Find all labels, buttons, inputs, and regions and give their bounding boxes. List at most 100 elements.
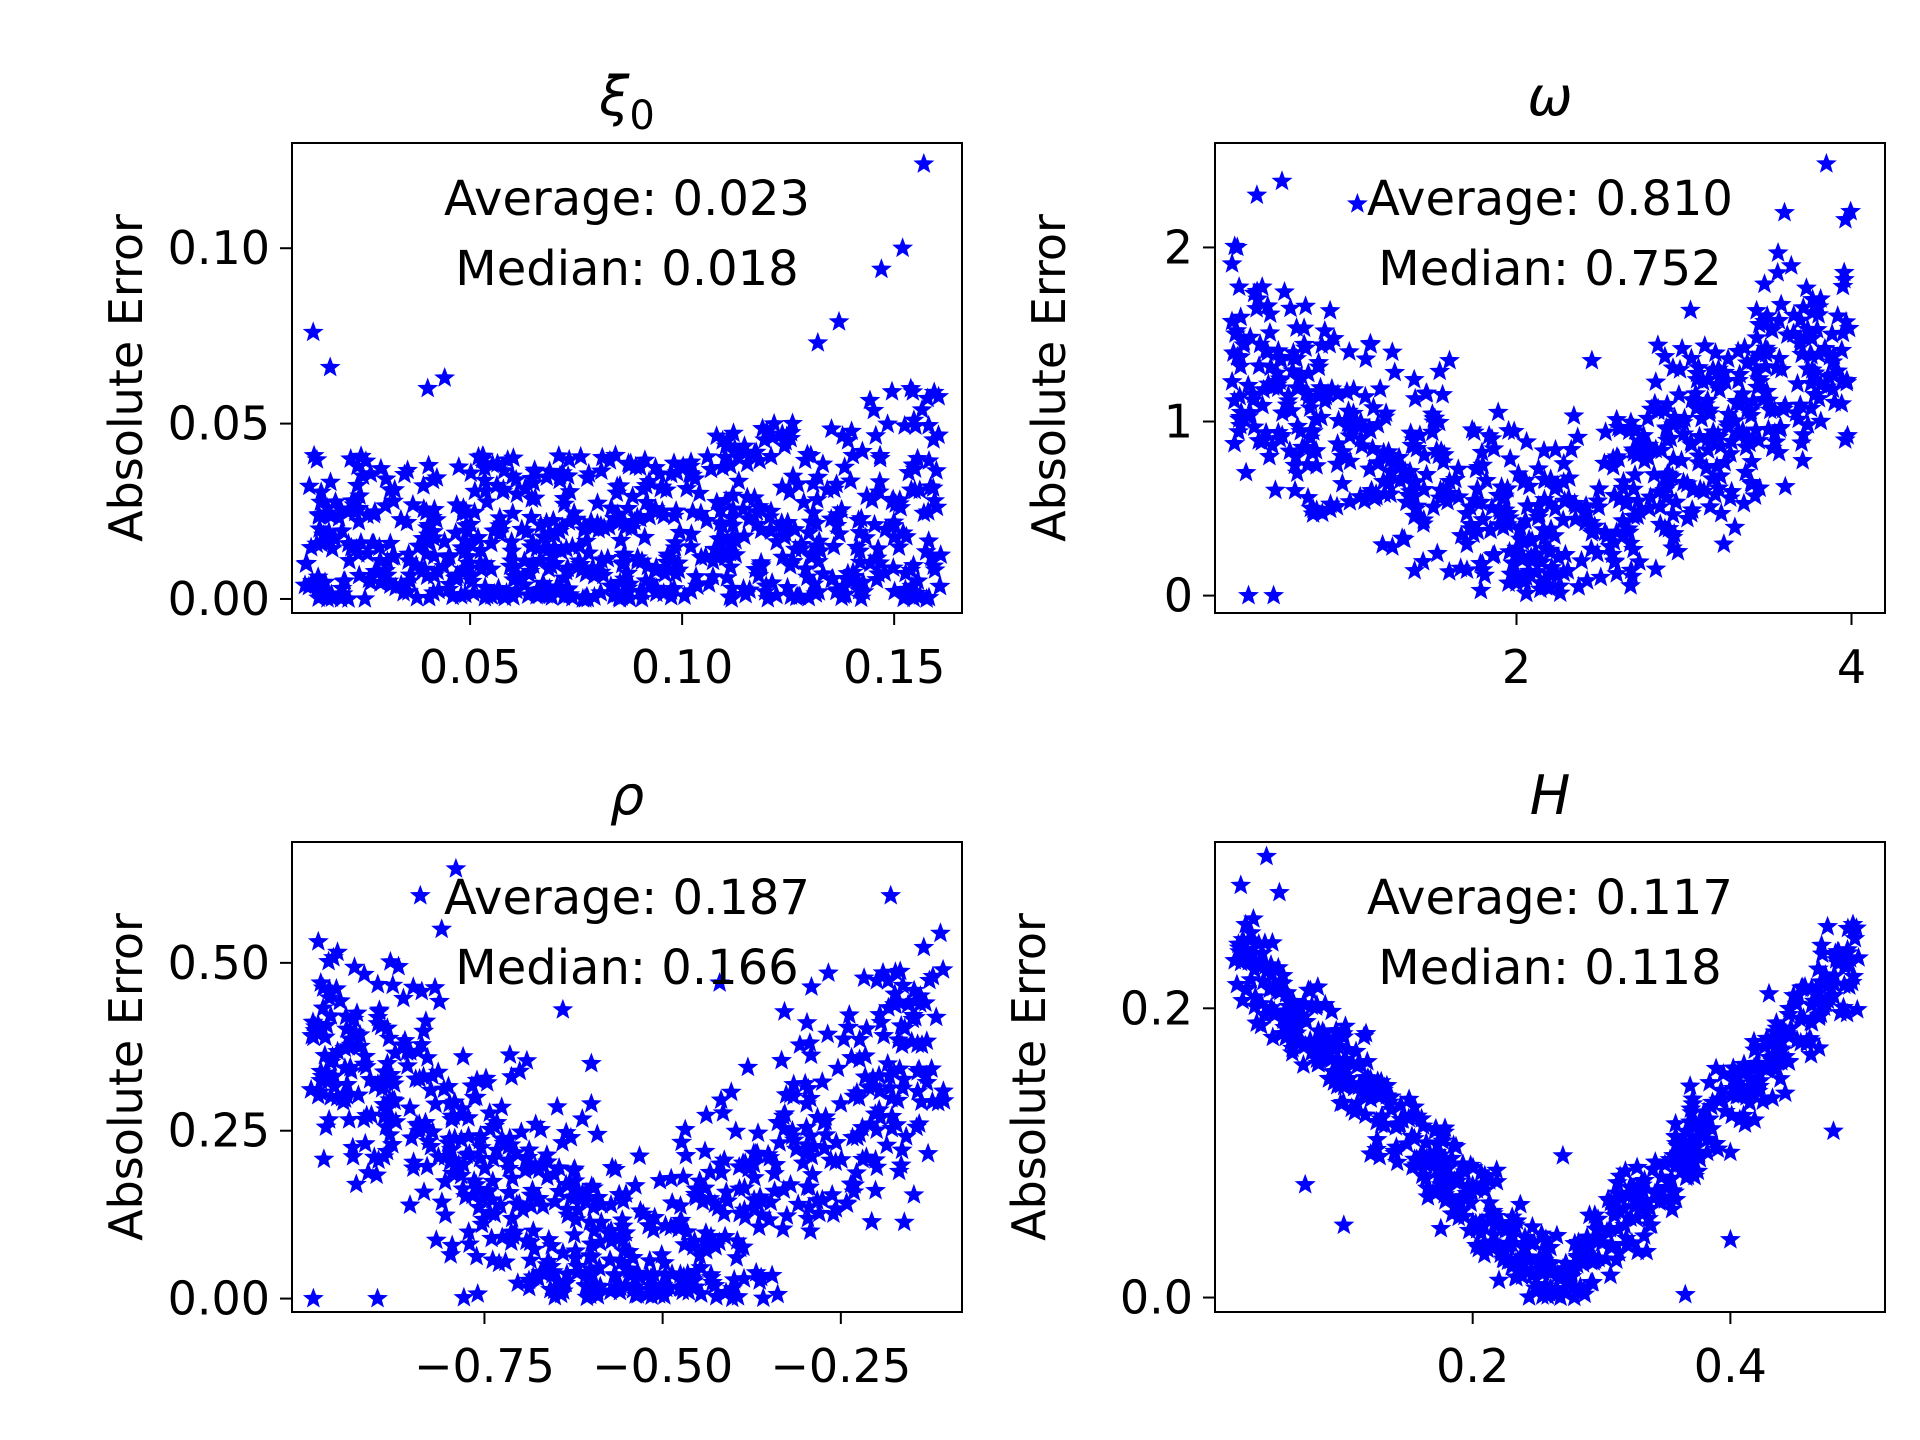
scatter-point — [1249, 333, 1271, 354]
scatter-point — [411, 560, 433, 581]
scatter-point — [771, 512, 793, 532]
scatter-point — [711, 1161, 732, 1182]
scatter-point — [613, 543, 635, 564]
scatter-point — [1615, 1160, 1636, 1180]
scatter-point — [816, 478, 838, 499]
scatter-point — [516, 521, 538, 541]
scatter-point — [1409, 424, 1431, 445]
scatter-point — [1685, 382, 1707, 403]
scatter-point — [455, 1185, 476, 1206]
scatter-point — [1659, 1187, 1680, 1208]
scatter-point — [468, 1196, 490, 1217]
scatter-point — [1411, 1164, 1433, 1185]
scatter-point — [864, 1103, 886, 1123]
scatter-point — [1717, 416, 1739, 436]
scatter-point — [1710, 502, 1732, 523]
scatter-point — [1263, 584, 1285, 605]
y-tick-label: 1 — [1164, 395, 1193, 449]
scatter-point — [694, 1140, 716, 1161]
scatter-point — [456, 1144, 478, 1164]
scatter-point — [1534, 1274, 1556, 1295]
scatter-point — [672, 1280, 694, 1301]
scatter-point — [1549, 1265, 1571, 1286]
scatter-point — [1425, 1149, 1447, 1170]
scatter-point — [1516, 430, 1538, 451]
scatter-point — [422, 469, 444, 490]
scatter-point — [1797, 318, 1819, 339]
scatter-point — [1312, 1020, 1334, 1041]
scatter-point — [686, 575, 708, 596]
scatter-point — [705, 1285, 727, 1306]
scatter-point — [893, 1211, 915, 1232]
scatter-point — [1719, 1141, 1741, 1162]
scatter-point — [772, 546, 794, 567]
scatter-point — [807, 550, 829, 571]
scatter-point — [1680, 299, 1701, 320]
x-tick-label: −0.25 — [770, 1339, 911, 1393]
scatter-point — [1768, 441, 1790, 462]
scatter-point — [575, 562, 597, 583]
scatter-point — [376, 1140, 398, 1161]
scatter-point — [1831, 392, 1853, 413]
scatter-point — [564, 1158, 586, 1178]
scatter-point — [1708, 477, 1729, 497]
scatter-point — [1253, 378, 1274, 399]
scatter-point — [705, 1235, 726, 1256]
scatter-point — [1794, 326, 1816, 347]
scatter-point — [444, 1091, 466, 1111]
scatter-point — [783, 1073, 805, 1094]
scatter-point — [1724, 410, 1746, 430]
scatter-point — [520, 1184, 542, 1205]
scatter-point — [600, 575, 622, 596]
scatter-point — [664, 536, 686, 557]
scatter-point — [445, 522, 467, 543]
scatter-point — [1438, 482, 1460, 503]
scatter-point — [1239, 326, 1261, 347]
scatter-point — [363, 1146, 385, 1167]
scatter-point — [1692, 1125, 1714, 1146]
scatter-point — [431, 1191, 453, 1212]
scatter-point — [1687, 1160, 1709, 1181]
scatter-point — [1357, 1067, 1379, 1087]
scatter-point — [1721, 480, 1743, 501]
scatter-point — [1552, 509, 1574, 530]
scatter-point — [1621, 1231, 1643, 1252]
scatter-point — [760, 520, 782, 541]
scatter-point — [799, 1032, 821, 1052]
scatter-point — [541, 586, 563, 606]
scatter-point — [353, 1053, 375, 1074]
scatter-point — [314, 1026, 336, 1047]
scatter-point — [888, 536, 910, 556]
scatter-point — [1811, 992, 1833, 1013]
scatter-point — [1522, 1215, 1543, 1236]
scatter-point — [1746, 326, 1768, 347]
scatter-point — [1437, 490, 1458, 511]
scatter-point — [330, 498, 352, 518]
scatter-point — [323, 1075, 345, 1096]
scatter-point — [1555, 543, 1576, 564]
scatter-point — [550, 540, 572, 561]
scatter-point — [1472, 508, 1494, 529]
scatter-point — [733, 1199, 755, 1220]
scatter-point — [1823, 1120, 1844, 1141]
scatter-point — [1797, 413, 1819, 434]
scatter-point — [630, 1200, 651, 1220]
scatter-point — [1588, 478, 1610, 498]
scatter-point — [877, 996, 899, 1017]
scatter-point — [1808, 303, 1829, 324]
scatter-point — [416, 516, 438, 537]
scatter-point — [442, 1149, 463, 1170]
scatter-point — [1405, 470, 1427, 491]
scatter-point — [1260, 996, 1282, 1017]
scatter-point — [746, 513, 768, 534]
scatter-point — [567, 1198, 589, 1219]
scatter-point — [530, 514, 552, 535]
scatter-point — [320, 583, 342, 604]
scatter-point — [1631, 1192, 1653, 1213]
scatter-point — [1688, 1111, 1710, 1132]
scatter-point — [1311, 334, 1333, 355]
scatter-point — [348, 1035, 369, 1056]
scatter-point — [539, 1278, 561, 1299]
scatter-point — [1300, 979, 1321, 1000]
scatter-point — [1729, 363, 1751, 384]
